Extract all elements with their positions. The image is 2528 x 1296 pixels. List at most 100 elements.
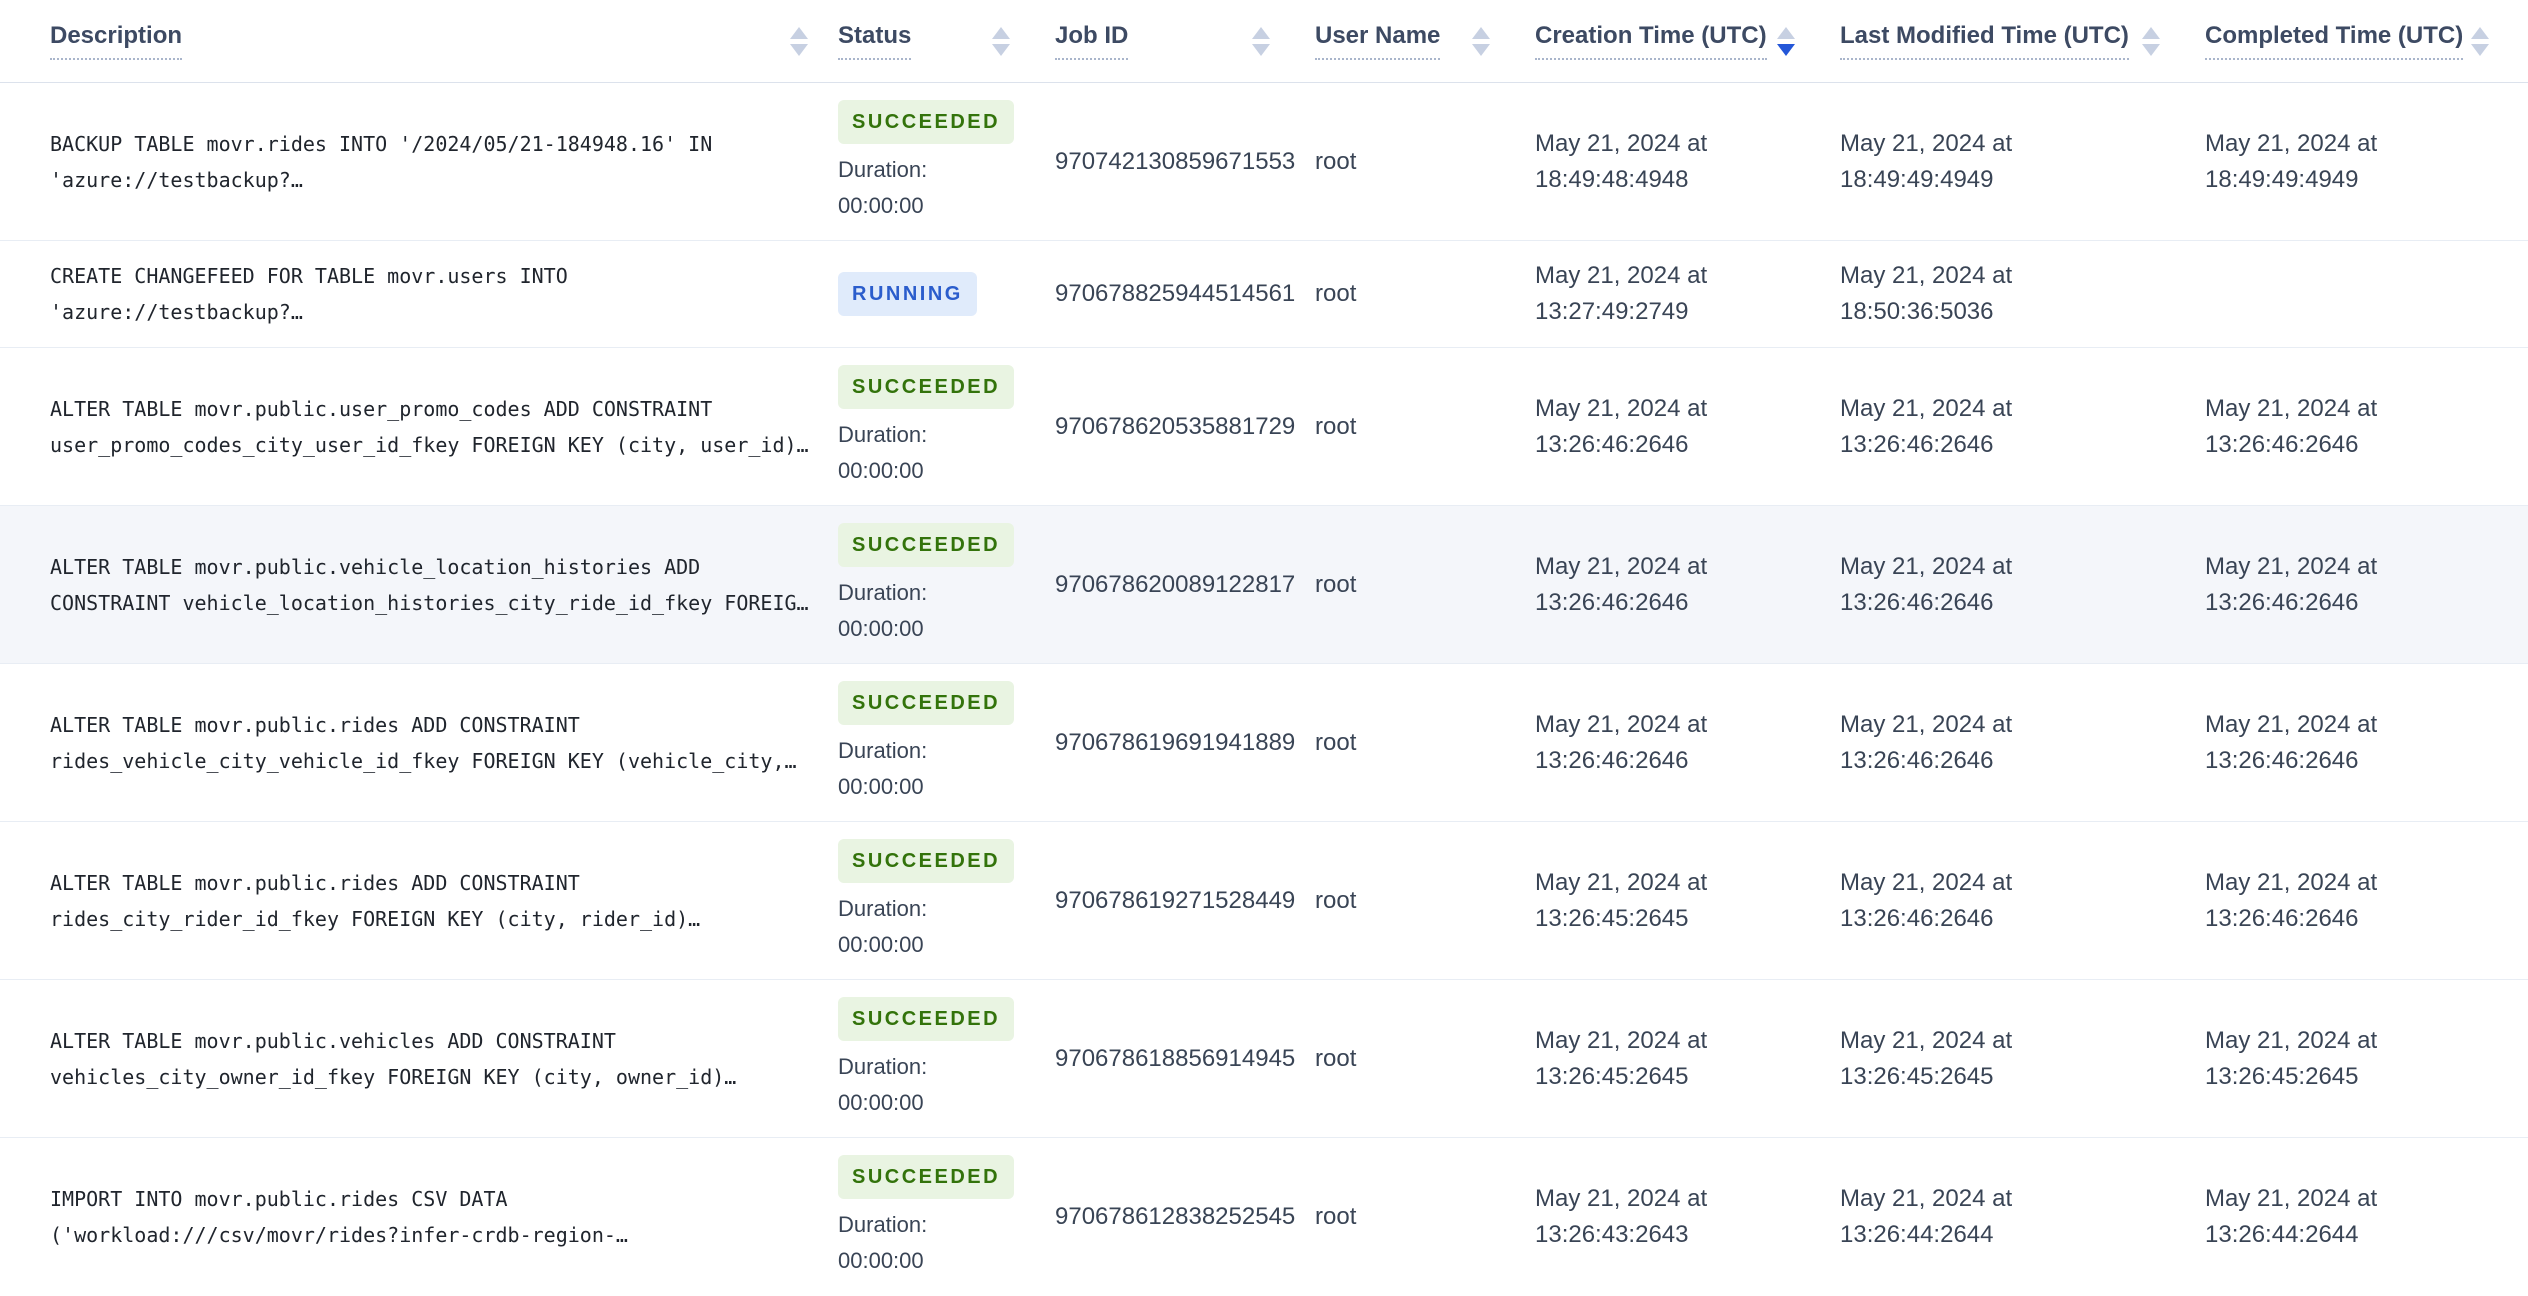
table-row[interactable]: ALTER TABLE movr.public.user_promo_codes… [0, 347, 2528, 506]
status-badge: SUCCEEDED [838, 364, 1015, 409]
sort-up-icon [1472, 26, 1490, 39]
last-modified-time-cell: May 21, 2024 at 13:26:46:2646 [1840, 347, 2205, 506]
sort-down-icon [2471, 43, 2490, 56]
table-row[interactable]: ALTER TABLE movr.public.vehicle_location… [0, 505, 2528, 664]
job-status-cell: SUCCEEDED Duration: 00:00:00 [838, 1137, 1055, 1296]
job-status-cell: SUCCEEDED Duration: 00:00:00 [838, 979, 1055, 1138]
duration-text: Duration: 00:00:00 [838, 1053, 928, 1115]
job-id-cell: 970678620089122817 [1055, 505, 1315, 664]
job-id-cell: 970678618856914945 [1055, 979, 1315, 1138]
sort-down-icon [790, 43, 808, 56]
duration-text: Duration: 00:00:00 [838, 895, 928, 957]
completed-time-cell: May 21, 2024 at 18:49:49:4949 [2205, 129, 2378, 193]
user-name-cell: root [1315, 821, 1535, 980]
sort-up-icon [2142, 26, 2160, 39]
sort-icon[interactable] [1472, 26, 1490, 56]
sort-up-icon [992, 26, 1010, 39]
column-header-label: Description [50, 22, 183, 60]
table-row[interactable]: ALTER TABLE movr.public.vehicles ADD CON… [0, 979, 2528, 1138]
column-header-creation-time-utc[interactable]: Creation Time (UTC) [1535, 0, 1840, 83]
creation-time-cell: May 21, 2024 at 13:26:43:2643 [1535, 1137, 1840, 1296]
job-status-cell: RUNNING [838, 240, 1055, 348]
creation-time-cell: May 21, 2024 at 13:26:46:2646 [1535, 505, 1840, 664]
sort-icon[interactable] [2142, 26, 2160, 56]
creation-time-cell: May 21, 2024 at 13:27:49:2749 [1535, 240, 1840, 348]
job-status-cell: SUCCEEDED Duration: 00:00:00 [838, 505, 1055, 664]
column-header-label: Completed Time (UTC) [2205, 22, 2464, 60]
jobs-table-body: BACKUP TABLE movr.rides INTO '/2024/05/2… [0, 82, 2528, 1296]
user-name-cell: root [1315, 240, 1535, 348]
user-name-cell: root [1315, 505, 1535, 664]
job-id-cell: 970678612838252545 [1055, 1137, 1315, 1296]
column-header-label: User Name [1315, 22, 1441, 60]
status-badge: SUCCEEDED [838, 99, 1015, 144]
column-header-job-id[interactable]: Job ID [1055, 0, 1315, 83]
status-badge: SUCCEEDED [838, 1154, 1015, 1199]
completed-time-cell: May 21, 2024 at 13:26:46:2646 [2205, 663, 2528, 822]
sort-up-icon [2471, 26, 2490, 39]
job-id-cell: 970742130859671553 [1055, 147, 1296, 175]
last-modified-time-cell: May 21, 2024 at 13:26:44:2644 [1840, 1137, 2205, 1296]
completed-time-cell [2205, 240, 2528, 348]
job-id-cell: 970678825944514561 [1055, 240, 1315, 348]
sort-down-icon [1777, 43, 1795, 56]
last-modified-time-cell: May 21, 2024 at 18:50:36:5036 [1840, 240, 2205, 348]
user-name-cell: root [1315, 347, 1535, 506]
job-status-cell: SUCCEEDED Duration: 00:00:00 [838, 821, 1055, 980]
job-description-cell[interactable]: ALTER TABLE movr.public.rides ADD CONSTR… [0, 821, 838, 980]
duration-text: Duration: 00:00:00 [838, 421, 928, 483]
job-description-cell[interactable]: ALTER TABLE movr.public.vehicle_location… [0, 505, 838, 664]
column-header-user-name[interactable]: User Name [1315, 0, 1535, 83]
sort-up-icon [1777, 26, 1795, 39]
column-header-status[interactable]: Status [838, 0, 1055, 83]
table-row[interactable]: BACKUP TABLE movr.rides INTO '/2024/05/2… [0, 82, 2528, 241]
duration-text: Duration: 00:00:00 [838, 156, 928, 218]
job-description-cell[interactable]: BACKUP TABLE movr.rides INTO '/2024/05/2… [50, 131, 713, 192]
job-status-cell: SUCCEEDED Duration: 00:00:00 [838, 663, 1055, 822]
sort-icon[interactable] [2471, 26, 2490, 56]
table-row[interactable]: IMPORT INTO movr.public.rides CSV DATA (… [0, 1137, 2528, 1296]
table-row[interactable]: ALTER TABLE movr.public.rides ADD CONSTR… [0, 663, 2528, 822]
jobs-table-header: Description Status Job ID User Name [0, 0, 2528, 83]
creation-time-cell: May 21, 2024 at 13:26:45:2645 [1535, 821, 1840, 980]
duration-text: Duration: 00:00:00 [838, 1211, 928, 1273]
sort-icon[interactable] [1252, 26, 1270, 56]
duration-text: Duration: 00:00:00 [838, 579, 928, 641]
last-modified-time-cell: May 21, 2024 at 13:26:45:2645 [1840, 979, 2205, 1138]
sort-up-icon [790, 26, 808, 39]
job-description-cell[interactable]: ALTER TABLE movr.public.vehicles ADD CON… [0, 979, 838, 1138]
status-badge: SUCCEEDED [838, 680, 1015, 725]
user-name-cell: root [1315, 1137, 1535, 1296]
sort-down-icon [1472, 43, 1490, 56]
status-badge: RUNNING [838, 272, 977, 316]
job-status-cell: SUCCEEDED Duration: 00:00:00 [838, 347, 1055, 506]
job-description-cell[interactable]: ALTER TABLE movr.public.user_promo_codes… [0, 347, 838, 506]
column-header-label: Job ID [1055, 22, 1129, 60]
job-description-cell[interactable]: IMPORT INTO movr.public.rides CSV DATA (… [0, 1137, 838, 1296]
sort-icon[interactable] [992, 26, 1010, 56]
column-header-completed-time-utc[interactable]: Completed Time (UTC) [2205, 0, 2528, 83]
sort-down-icon [992, 43, 1010, 56]
sort-icon[interactable] [1777, 26, 1795, 56]
completed-time-cell: May 21, 2024 at 13:26:44:2644 [2205, 1137, 2528, 1296]
job-id-cell: 970678619271528449 [1055, 821, 1315, 980]
table-row[interactable]: CREATE CHANGEFEED FOR TABLE movr.users I… [0, 240, 2528, 348]
job-description-cell[interactable]: ALTER TABLE movr.public.rides ADD CONSTR… [0, 663, 838, 822]
user-name-cell: root [1315, 979, 1535, 1138]
sort-down-icon [1252, 43, 1270, 56]
creation-time-cell: May 21, 2024 at 18:49:48:4948 [1535, 129, 1708, 193]
user-name-cell: root [1315, 147, 1357, 175]
sort-icon[interactable] [790, 26, 808, 56]
user-name-cell: root [1315, 663, 1535, 822]
column-header-description[interactable]: Description [0, 0, 838, 83]
creation-time-cell: May 21, 2024 at 13:26:46:2646 [1535, 347, 1840, 506]
table-row[interactable]: ALTER TABLE movr.public.rides ADD CONSTR… [0, 821, 2528, 980]
sort-down-icon [2142, 43, 2160, 56]
last-modified-time-cell: May 21, 2024 at 13:26:46:2646 [1840, 821, 2205, 980]
job-description-cell[interactable]: CREATE CHANGEFEED FOR TABLE movr.users I… [0, 240, 838, 348]
creation-time-cell: May 21, 2024 at 13:26:46:2646 [1535, 663, 1840, 822]
creation-time-cell: May 21, 2024 at 13:26:45:2645 [1535, 979, 1840, 1138]
column-header-last-modified-time-utc[interactable]: Last Modified Time (UTC) [1840, 0, 2205, 83]
last-modified-time-cell: May 21, 2024 at 18:49:49:4949 [1840, 129, 2013, 193]
completed-time-cell: May 21, 2024 at 13:26:46:2646 [2205, 821, 2528, 980]
